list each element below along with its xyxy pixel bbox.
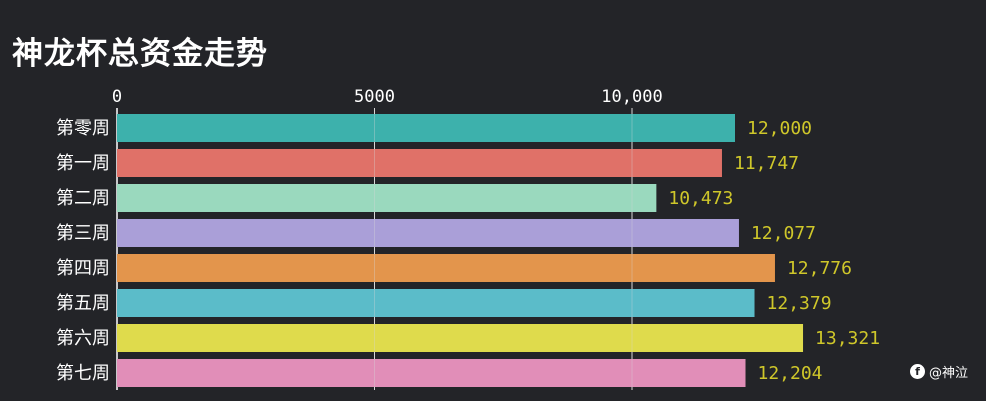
bar (117, 184, 657, 212)
value-label: 12,000 (747, 118, 812, 139)
gridlines-overlay (374, 108, 633, 390)
bar (117, 359, 746, 387)
bar (117, 254, 775, 282)
watermark-text: @神泣 (929, 366, 969, 381)
value-label: 11,747 (734, 153, 799, 174)
value-label: 12,776 (787, 258, 852, 279)
value-label: 12,204 (758, 363, 823, 384)
bars (117, 114, 804, 387)
value-label: 12,077 (751, 223, 816, 244)
value-label: 13,321 (815, 328, 880, 349)
watermark: f @神泣 (910, 362, 968, 381)
bar (117, 324, 804, 352)
x-tick-label: 5000 (354, 87, 395, 107)
bar (117, 114, 735, 142)
bar (117, 149, 722, 177)
category-label: 第五周 (56, 293, 110, 314)
x-tick-label: 0 (112, 87, 122, 107)
category-label: 第零周 (56, 118, 110, 139)
bar (117, 289, 755, 317)
f-logo-icon: f (910, 364, 925, 379)
chart-title: 神龙杯总资金走势 (12, 36, 268, 72)
category-label: 第四周 (56, 258, 110, 279)
x-tick-label: 10,000 (601, 87, 662, 107)
bar (117, 219, 739, 247)
category-label: 第三周 (56, 223, 110, 244)
x-axis-ticks: 0 5000 10,000 (112, 87, 663, 107)
value-label: 12,379 (767, 293, 832, 314)
category-label: 第一周 (56, 153, 110, 174)
category-label: 第二周 (56, 188, 110, 209)
value-label: 10,473 (668, 188, 733, 209)
category-label: 第七周 (56, 363, 110, 384)
category-label: 第六周 (56, 328, 110, 349)
